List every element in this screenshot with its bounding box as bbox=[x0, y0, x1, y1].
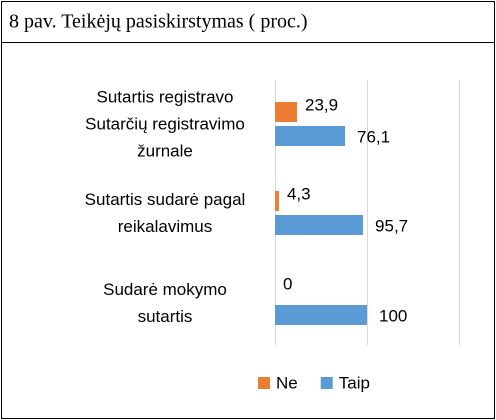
value-label: 0 bbox=[283, 274, 292, 293]
bar bbox=[275, 215, 364, 235]
bar bbox=[275, 305, 367, 325]
bar bbox=[275, 102, 297, 122]
legend-swatch bbox=[320, 377, 333, 389]
bar bbox=[275, 126, 346, 146]
value-label: 95,7 bbox=[375, 216, 408, 235]
value-label: 100 bbox=[379, 306, 407, 325]
category-label: Sutartis registravo Sutarčių registravim… bbox=[85, 87, 245, 161]
legend-label: Taip bbox=[339, 373, 370, 392]
category-label: Sudarė mokymo sutartis bbox=[103, 280, 227, 326]
value-label: 76,1 bbox=[357, 127, 390, 146]
bar bbox=[275, 191, 279, 211]
category-label: Sutartis sudarė pagal reikalavimus bbox=[84, 190, 246, 236]
value-label: 4,3 bbox=[287, 184, 311, 203]
chart-title: 8 pav. Teikėjų pasiskirstymas ( proc.) bbox=[9, 11, 308, 33]
legend-label: Ne bbox=[276, 373, 298, 392]
value-label: 23,9 bbox=[305, 95, 338, 114]
legend-swatch bbox=[258, 377, 270, 389]
